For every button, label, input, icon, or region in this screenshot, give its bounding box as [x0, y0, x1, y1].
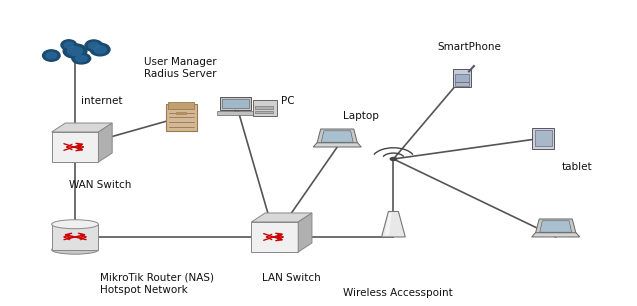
Text: internet: internet	[82, 96, 123, 106]
Bar	[535, 130, 552, 146]
Ellipse shape	[90, 43, 110, 56]
Ellipse shape	[63, 44, 87, 58]
Polygon shape	[540, 221, 571, 232]
Polygon shape	[52, 123, 112, 132]
Ellipse shape	[67, 46, 83, 56]
Polygon shape	[317, 129, 357, 144]
Text: LAN Switch: LAN Switch	[262, 273, 321, 283]
Ellipse shape	[88, 42, 100, 50]
Circle shape	[390, 158, 396, 160]
Bar	[166, 103, 197, 130]
Bar	[455, 73, 469, 82]
Text: Wireless Accesspoint: Wireless Accesspoint	[343, 288, 453, 298]
Bar	[255, 111, 273, 113]
Polygon shape	[313, 143, 361, 147]
Ellipse shape	[61, 40, 76, 50]
Polygon shape	[536, 219, 576, 233]
Ellipse shape	[63, 41, 75, 49]
Text: Laptop: Laptop	[343, 111, 380, 121]
Text: User Manager
Radius Server: User Manager Radius Server	[144, 57, 217, 79]
Bar	[220, 97, 251, 110]
Polygon shape	[532, 233, 580, 237]
Ellipse shape	[52, 245, 99, 254]
Bar	[253, 100, 276, 116]
Text: MikroTik Router (NAS)
Hotspot Network: MikroTik Router (NAS) Hotspot Network	[100, 273, 214, 295]
Ellipse shape	[43, 50, 60, 61]
Ellipse shape	[85, 40, 103, 51]
Text: SmartPhone: SmartPhone	[437, 42, 501, 52]
Ellipse shape	[93, 45, 107, 54]
Bar	[168, 102, 194, 109]
Bar	[255, 106, 273, 109]
Bar	[455, 82, 469, 86]
Ellipse shape	[75, 55, 88, 62]
Polygon shape	[52, 132, 99, 162]
Polygon shape	[252, 222, 298, 252]
Polygon shape	[321, 131, 353, 142]
Polygon shape	[385, 213, 392, 236]
Ellipse shape	[72, 53, 90, 64]
Polygon shape	[52, 224, 99, 250]
Bar	[222, 99, 248, 108]
Text: PC: PC	[281, 96, 295, 106]
Polygon shape	[298, 213, 312, 252]
Bar	[533, 128, 554, 148]
Ellipse shape	[45, 51, 57, 60]
Bar	[217, 111, 253, 115]
Polygon shape	[252, 213, 312, 222]
Bar	[453, 69, 471, 87]
Ellipse shape	[52, 220, 99, 229]
Text: tablet: tablet	[562, 162, 592, 172]
Polygon shape	[382, 211, 405, 237]
Text: WAN Switch: WAN Switch	[69, 180, 131, 190]
Bar	[176, 112, 186, 114]
Polygon shape	[99, 123, 112, 162]
